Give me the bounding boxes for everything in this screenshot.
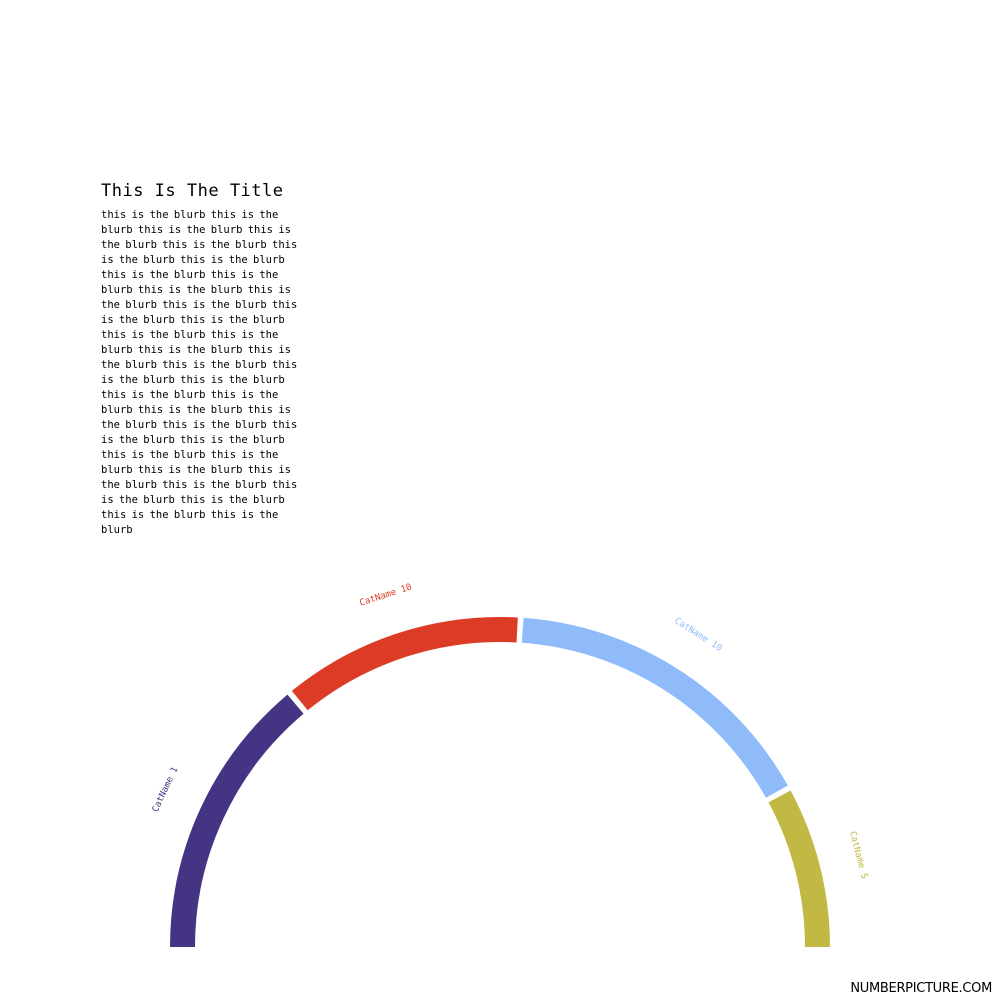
arc-segments xyxy=(170,617,830,948)
chart-blurb: this is the blurb this is the blurb this… xyxy=(101,209,298,536)
arc-label: CatName 5 xyxy=(847,830,869,880)
arc-label: CatName 10 xyxy=(672,616,723,653)
arc-label: CatName 10 xyxy=(359,582,414,608)
arc-segment xyxy=(291,617,518,711)
chart-title: This Is The Title xyxy=(101,181,284,201)
arc-segment xyxy=(521,617,788,798)
arc-segment xyxy=(768,790,830,948)
arc-segment xyxy=(170,694,304,948)
arc-label: CatName 1 xyxy=(151,765,181,813)
brand-watermark: NUMBERPICTURE.COM xyxy=(850,981,992,996)
